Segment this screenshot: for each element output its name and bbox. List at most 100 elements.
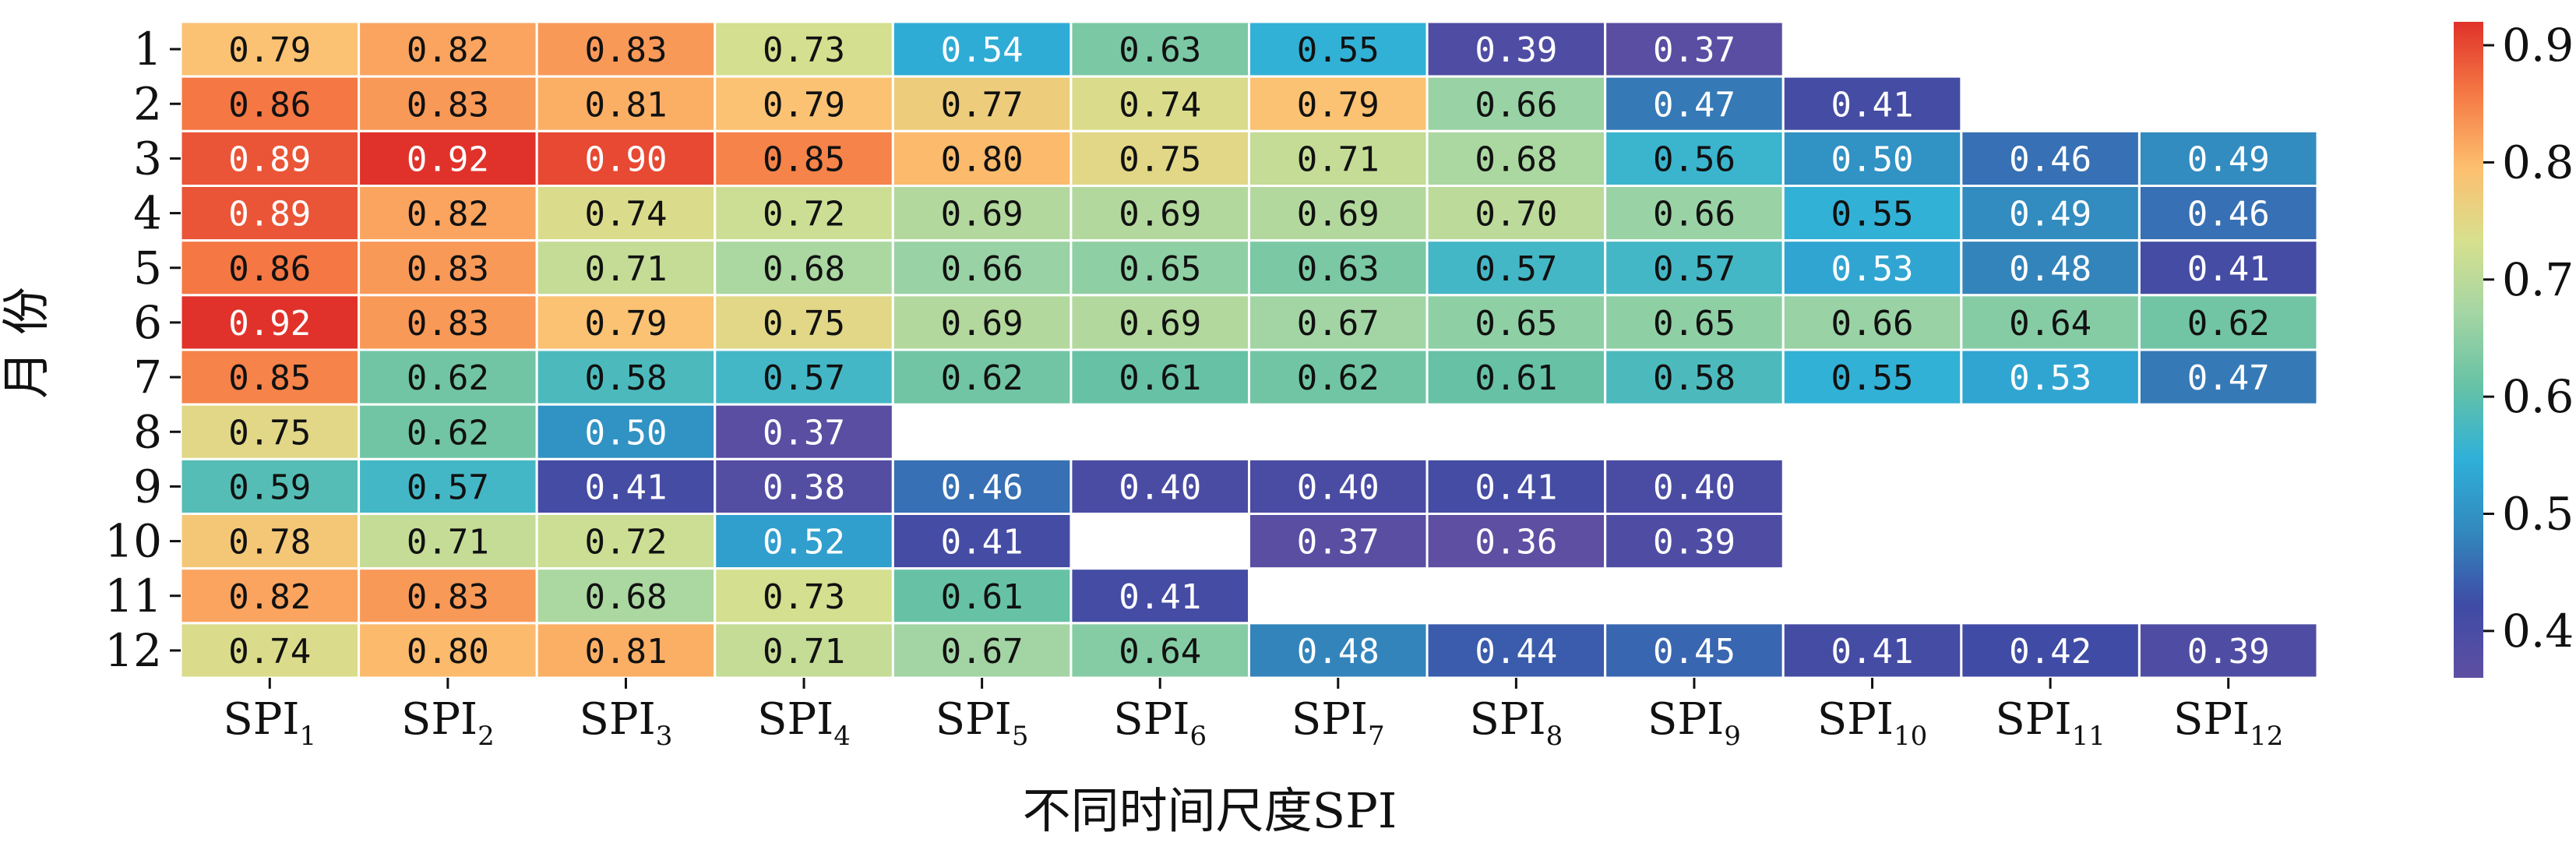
cell-value-label: 0.71	[407, 523, 489, 563]
y-tick-label: 9	[133, 460, 162, 513]
cell-value-label: 0.41	[1475, 467, 1557, 507]
cell-value-label: 0.55	[1831, 195, 1914, 235]
heatmap-cell	[714, 129, 894, 187]
heatmap-cell	[714, 294, 894, 351]
cell-value-label: 0.44	[1475, 632, 1557, 672]
heatmap-cell	[535, 348, 717, 406]
x-tick-label: SPI6	[1113, 694, 1207, 752]
cell-value-label: 0.41	[1831, 85, 1914, 125]
cell-value-label: 0.90	[584, 139, 667, 179]
cell-value-label: 0.70	[1475, 195, 1557, 235]
cell-value-label: 0.63	[1119, 30, 1201, 70]
heatmap-cell	[1070, 622, 1250, 679]
heatmap-cell	[2137, 185, 2319, 242]
heatmap-cell	[1781, 75, 1963, 132]
colorbar-tick-label: 0.4	[2502, 605, 2574, 658]
cell-value-label: 0.40	[1297, 467, 1380, 507]
cell-value-label: 0.71	[763, 632, 845, 672]
cell-value-label: 0.47	[2187, 358, 2270, 398]
heatmap-cell	[1781, 622, 1963, 679]
heatmap-cell	[535, 403, 717, 460]
cell-value-label: 0.49	[2187, 139, 2270, 179]
cell-value-label: 0.62	[407, 413, 489, 453]
cell-value-label: 0.69	[1119, 304, 1201, 344]
cell-value-label: 0.56	[1653, 139, 1736, 179]
cell-value-label: 0.66	[1475, 85, 1557, 125]
cell-value-label: 0.65	[1119, 249, 1201, 289]
x-tick-label: SPI7	[1292, 694, 1385, 752]
cell-value-label: 0.81	[584, 632, 667, 672]
heatmap-cell	[1604, 75, 1785, 132]
cell-value-label: 0.40	[1119, 467, 1201, 507]
x-axis-label: 不同时间尺度SPI	[1023, 782, 1397, 839]
cell-value-label: 0.39	[1475, 30, 1557, 70]
colorbar-tick-label: 0.9	[2502, 19, 2574, 72]
cell-value-label: 0.79	[584, 304, 667, 344]
heatmap-cell	[1604, 513, 1785, 570]
cell-value-label: 0.83	[584, 30, 667, 70]
heatmap-cell	[1425, 513, 1607, 570]
heatmap-cell	[358, 129, 538, 187]
cell-value-label: 0.72	[584, 523, 667, 563]
colorbar-tick-label: 0.7	[2502, 253, 2574, 306]
cell-value-label: 0.62	[407, 358, 489, 398]
cell-value-label: 0.42	[2009, 632, 2091, 672]
cell-value-label: 0.57	[1653, 249, 1736, 289]
cell-value-label: 0.45	[1653, 632, 1736, 672]
heatmap-cell	[891, 239, 1073, 297]
heatmap-cell	[714, 567, 894, 625]
y-tick-label: 7	[133, 351, 162, 404]
cell-value-label: 0.61	[941, 577, 1024, 617]
cell-value-label: 0.68	[584, 577, 667, 617]
heatmap-cell	[1425, 239, 1607, 297]
cell-value-label: 0.80	[407, 632, 489, 672]
cell-value-label: 0.57	[1475, 249, 1557, 289]
cell-value-label: 0.83	[407, 304, 489, 344]
cell-value-label: 0.68	[763, 249, 845, 289]
cell-value-label: 0.39	[1653, 523, 1736, 563]
cell-value-label: 0.59	[228, 467, 311, 507]
x-tick-label: SPI9	[1647, 694, 1741, 752]
heatmap-cell	[891, 457, 1073, 515]
heatmap-cell	[1070, 239, 1250, 297]
cell-value-label: 0.71	[584, 249, 667, 289]
heatmap-cell	[179, 129, 361, 187]
colorbar-ticks: 0.4 0.5 0.6 0.7 0.8 0.9	[2483, 19, 2574, 658]
cell-value-label: 0.65	[1475, 304, 1557, 344]
heatmap-cell	[1070, 20, 1250, 78]
cell-value-label: 0.54	[941, 30, 1024, 70]
cell-value-label: 0.36	[1475, 523, 1557, 563]
heatmap-cell	[1781, 239, 1963, 297]
cell-value-label: 0.66	[941, 249, 1024, 289]
heatmap-cell	[535, 239, 717, 297]
heatmap-cell	[891, 185, 1073, 242]
heatmap-cell	[1425, 457, 1607, 515]
cell-value-label: 0.62	[2187, 304, 2270, 344]
heatmap-cell	[358, 622, 538, 679]
heatmap-cell	[2137, 622, 2319, 679]
cell-value-label: 0.55	[1831, 358, 1914, 398]
x-tick-label: SPI1	[223, 694, 316, 752]
cell-value-label: 0.81	[584, 85, 667, 125]
cell-value-label: 0.52	[763, 523, 845, 563]
heatmap-cell	[1960, 294, 2141, 351]
y-tick-label: 4	[133, 187, 162, 240]
heatmap-cell	[2137, 129, 2319, 187]
cell-value-label: 0.41	[1831, 632, 1914, 672]
heatmap-cell	[179, 294, 361, 351]
cell-value-label: 0.57	[407, 467, 489, 507]
heatmap-cell	[1960, 239, 2141, 297]
heatmap-cell	[1960, 348, 2141, 406]
heatmap-cell	[1248, 513, 1429, 570]
y-tick-label: 10	[104, 515, 162, 568]
cell-value-label: 0.85	[763, 139, 845, 179]
colorbar	[2454, 22, 2483, 678]
cell-value-label: 0.67	[941, 632, 1024, 672]
cell-value-label: 0.66	[1653, 195, 1736, 235]
heatmap-cell	[1425, 129, 1607, 187]
cell-value-label: 0.49	[2009, 195, 2091, 235]
cell-value-label: 0.73	[763, 577, 845, 617]
cell-value-label: 0.83	[407, 577, 489, 617]
heatmap-cell	[1781, 348, 1963, 406]
